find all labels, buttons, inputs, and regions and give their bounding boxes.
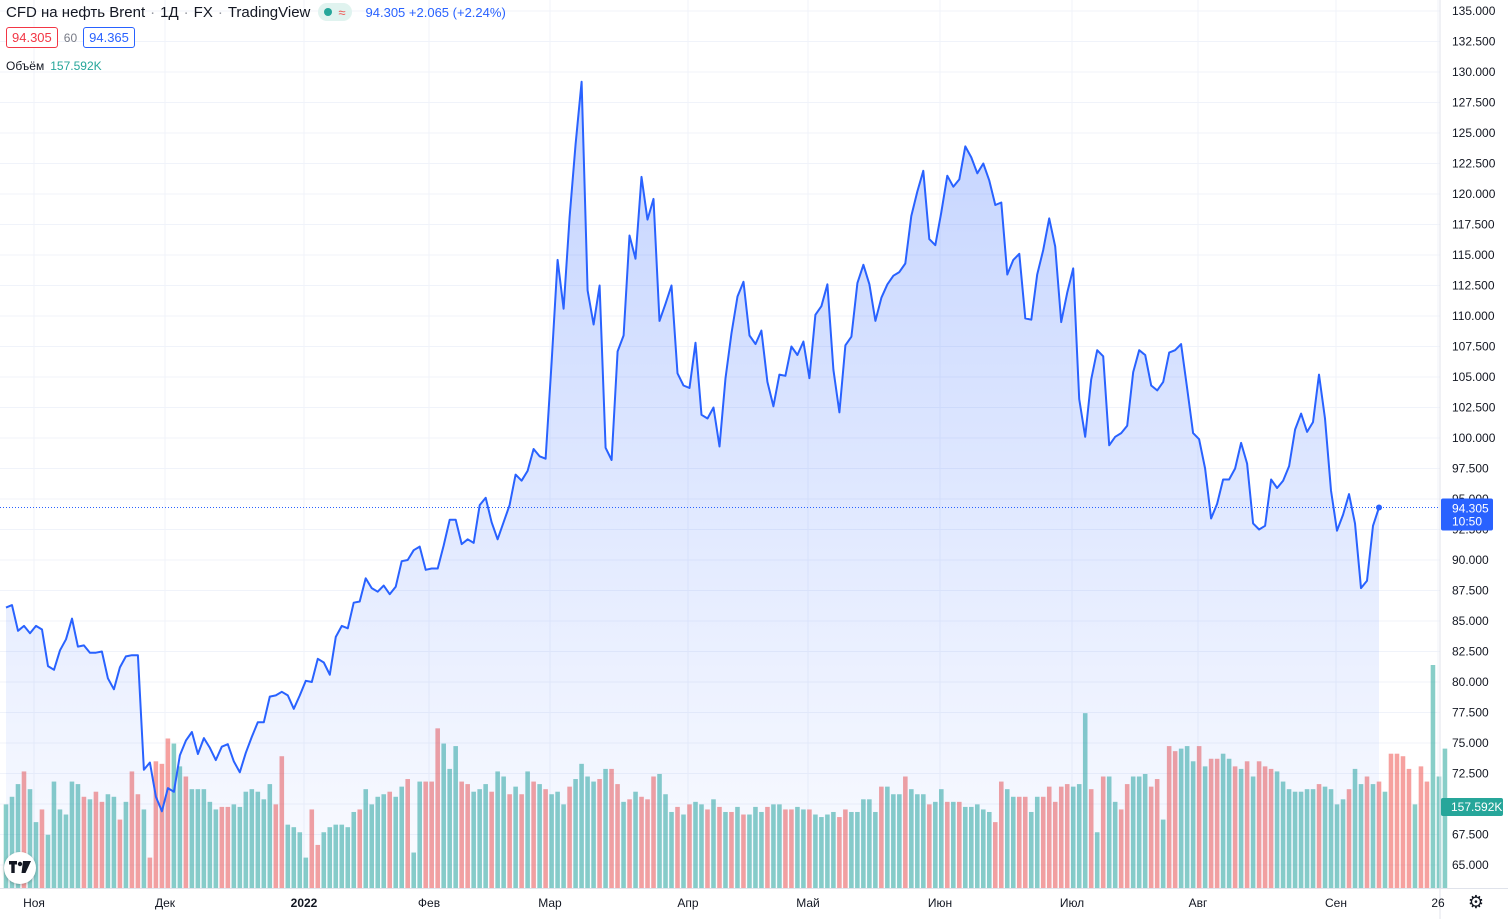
price-tick-label: 97.500 bbox=[1452, 462, 1489, 476]
volume-badge-value: 157.592K bbox=[1451, 800, 1502, 814]
volume-legend[interactable]: Объём 157.592K bbox=[6, 59, 102, 73]
volume-bar bbox=[1418, 766, 1424, 888]
market-open-icon bbox=[324, 8, 333, 16]
volume-legend-title: Объём bbox=[6, 59, 45, 73]
price-tick-label: 125.000 bbox=[1452, 126, 1496, 140]
time-tick-label: Июн bbox=[928, 896, 952, 910]
price-badge-countdown: 10:50 bbox=[1452, 515, 1482, 529]
legend-change: +2.065 bbox=[408, 4, 450, 20]
sell-button[interactable]: 94.305 bbox=[6, 27, 58, 48]
price-tick-label: 117.500 bbox=[1452, 218, 1495, 232]
trade-buttons: 94.305 60 94.365 bbox=[6, 27, 135, 48]
price-tick-label: 110.000 bbox=[1452, 309, 1495, 323]
legend-quote: 94.305 +2.065 (+2.24%) bbox=[366, 5, 506, 20]
volume-bar bbox=[1400, 756, 1406, 888]
price-tick-label: 67.500 bbox=[1452, 828, 1489, 842]
wave-icon: ≈ bbox=[338, 4, 346, 20]
price-tick-label: 82.500 bbox=[1452, 645, 1489, 659]
price-tick-label: 77.500 bbox=[1452, 706, 1489, 720]
price-tick-label: 115.000 bbox=[1452, 248, 1495, 262]
price-badge-value: 94.305 bbox=[1452, 502, 1489, 516]
price-badge-bg bbox=[1441, 498, 1493, 531]
time-tick-label: Авг bbox=[1189, 896, 1208, 910]
last-price-dot bbox=[1376, 504, 1382, 511]
volume-badge-bg bbox=[1441, 798, 1503, 816]
time-tick-label: Май bbox=[796, 896, 820, 910]
time-tick-label: Дек bbox=[155, 896, 176, 910]
volume-bar bbox=[1412, 804, 1418, 888]
price-tick-label: 122.500 bbox=[1452, 157, 1496, 171]
time-tick-label: Сен bbox=[1325, 896, 1347, 910]
price-tick-label: 90.000 bbox=[1452, 553, 1489, 567]
price-tick-label: 87.500 bbox=[1452, 584, 1489, 598]
volume-badge: 157.592K bbox=[1441, 798, 1503, 816]
symbol-title[interactable]: CFD на нефть Brent bbox=[6, 3, 146, 21]
price-tick-label: 80.000 bbox=[1452, 675, 1489, 689]
volume-bar bbox=[1430, 665, 1436, 888]
price-tick-label: 75.000 bbox=[1452, 736, 1489, 750]
time-tick-label: Мар bbox=[538, 896, 562, 910]
price-tick-label: 102.500 bbox=[1452, 401, 1496, 415]
exchange-label: FX bbox=[193, 3, 213, 21]
price-tick-label: 100.000 bbox=[1452, 431, 1496, 445]
price-tick-label: 85.000 bbox=[1452, 614, 1489, 628]
price-tick-label: 72.500 bbox=[1452, 767, 1489, 781]
price-tick-label: 135.000 bbox=[1452, 4, 1496, 18]
volume-bar bbox=[1394, 753, 1400, 888]
market-status-pill[interactable]: ≈ bbox=[318, 3, 352, 21]
legend-last-price: 94.305 bbox=[365, 4, 406, 20]
price-tick-label: 112.500 bbox=[1452, 279, 1495, 293]
time-tick-label: 26 bbox=[1431, 896, 1445, 910]
time-tick-label: Июл bbox=[1060, 896, 1084, 910]
volume-bar bbox=[1382, 791, 1388, 888]
chart-legend: CFD на нефть Brent · 1Д · FX · TradingVi… bbox=[6, 3, 506, 21]
source-label: TradingView bbox=[227, 3, 311, 21]
time-tick-label: 2022 bbox=[291, 896, 318, 910]
interval-label[interactable]: 1Д bbox=[160, 3, 179, 21]
time-tick-label: Фев bbox=[418, 896, 440, 910]
price-tick-label: 120.000 bbox=[1452, 187, 1496, 201]
volume-legend-value: 157.592K bbox=[50, 59, 102, 73]
price-area bbox=[6, 81, 1379, 889]
price-tick-label: 127.500 bbox=[1452, 96, 1496, 110]
volume-bar bbox=[1424, 781, 1430, 888]
spread-value: 60 bbox=[63, 30, 78, 45]
volume-bar bbox=[1442, 748, 1448, 888]
buy-button[interactable]: 94.365 bbox=[83, 27, 135, 48]
price-tick-label: 132.500 bbox=[1452, 35, 1496, 49]
price-tick-label: 105.000 bbox=[1452, 370, 1496, 384]
time-tick-label: Ноя bbox=[23, 896, 45, 910]
tradingview-logo-icon[interactable] bbox=[4, 852, 36, 884]
volume-bar bbox=[1388, 753, 1394, 888]
price-tick-label: 107.500 bbox=[1452, 340, 1496, 354]
time-tick-label: Апр bbox=[677, 896, 699, 910]
price-line bbox=[5, 80, 1380, 813]
legend-change-pct: (+2.24%) bbox=[452, 4, 506, 20]
volume-bar bbox=[1436, 776, 1442, 888]
price-tick-label: 130.000 bbox=[1452, 65, 1496, 79]
volume-bar bbox=[1406, 768, 1412, 888]
price-tick-label: 65.000 bbox=[1452, 858, 1489, 872]
gear-icon[interactable]: ⚙ bbox=[1467, 891, 1485, 912]
